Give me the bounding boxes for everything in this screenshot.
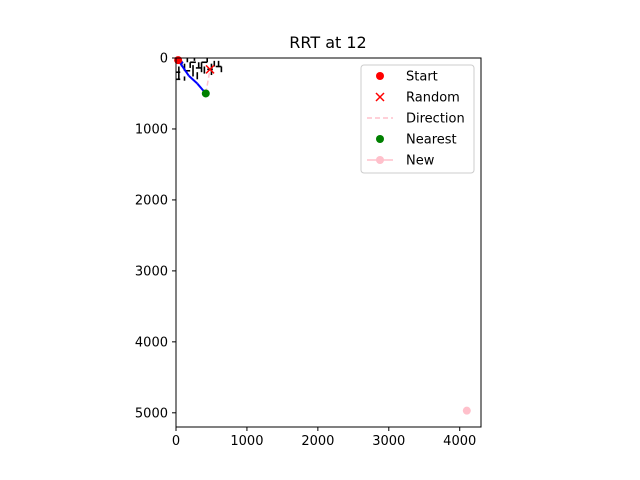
- legend-label: Nearest: [406, 133, 457, 148]
- chart-title: RRT at 12: [289, 33, 366, 52]
- ticks-layer: 0 1000 2000 3000 4000 0 1000 2000 3000 4000 5000: [135, 52, 476, 450]
- y-tick-label: 5000: [135, 406, 168, 421]
- legend-box: [360, 64, 475, 174]
- y-tick-label: 3000: [135, 264, 168, 279]
- legend-marker: [376, 156, 384, 164]
- random-point: [205, 64, 215, 74]
- nearest-point: [201, 89, 210, 98]
- x-tick-label: 1000: [230, 434, 263, 449]
- legend-marker: [376, 72, 384, 80]
- plot-layer: [174, 56, 471, 415]
- tree-edge: [188, 75, 198, 85]
- legend-label: Start: [406, 70, 438, 85]
- legend-marker: [376, 135, 384, 143]
- direction-line: [205, 69, 211, 94]
- y-tick-label: 0: [160, 52, 168, 67]
- legend: Start Random Direction Nearest New: [360, 64, 475, 174]
- y-tick-label: 1000: [135, 122, 168, 137]
- x-tick-label: 3000: [372, 434, 405, 449]
- axes-frame: [175, 57, 482, 428]
- new-point: [462, 406, 471, 415]
- legend-label: Random: [406, 91, 460, 106]
- x-tick-label: 2000: [301, 434, 334, 449]
- x-tick-label: 0: [172, 434, 180, 449]
- legend-label: New: [406, 154, 435, 169]
- start-point: [174, 56, 183, 65]
- x-tick-label: 4000: [443, 434, 476, 449]
- legend-label: Direction: [406, 112, 465, 127]
- y-tick-label: 2000: [135, 193, 168, 208]
- y-tick-label: 4000: [135, 335, 168, 350]
- legend-marker: [375, 92, 385, 102]
